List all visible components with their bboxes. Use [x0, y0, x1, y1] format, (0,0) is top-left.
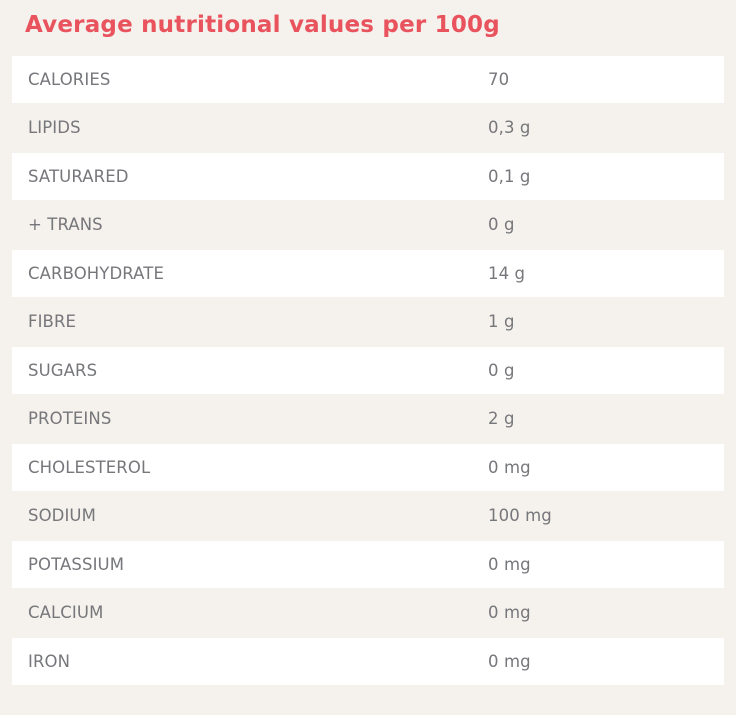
row-label: FIBRE [28, 312, 77, 332]
table-row-saturared: SATURARED 0,1 g [12, 153, 724, 200]
row-value: 2 g [488, 409, 515, 429]
table-row-sugars: SUGARS 0 g [12, 347, 724, 394]
row-value: 0,3 g [488, 118, 531, 138]
table-row-fibre: FIBRE 1 g [12, 299, 724, 346]
table-row-potassium: POTASSIUM 0 mg [12, 541, 724, 588]
row-value: 70 [488, 69, 510, 89]
page-title: Average nutritional values per 100g [25, 12, 500, 38]
row-value: 0,1 g [488, 166, 531, 186]
row-label: SODIUM [28, 506, 96, 526]
table-row-calories: CALORIES 70 [12, 56, 724, 103]
row-label: POTASSIUM [28, 554, 125, 574]
table-row-cholesterol: CHOLESTEROL 0 mg [12, 444, 724, 491]
table-row-iron: IRON 0 mg [12, 638, 724, 685]
row-label: SUGARS [28, 360, 98, 380]
row-label: SATURARED [28, 166, 129, 186]
row-label: IRON [28, 651, 71, 671]
row-value: 0 mg [488, 554, 531, 574]
row-label: CALORIES [28, 69, 111, 89]
table-row-carbohydrate: CARBOHYDRATE 14 g [12, 250, 724, 297]
row-label: CALCIUM [28, 603, 104, 623]
table-row-sodium: SODIUM 100 mg [12, 493, 724, 540]
nutrition-table: CALORIES 70 LIPIDS 0,3 g SATURARED 0,1 g… [0, 56, 736, 685]
row-value: 1 g [488, 312, 515, 332]
row-value: 14 g [488, 263, 526, 283]
row-label: PROTEINS [28, 409, 112, 429]
row-value: 0 mg [488, 651, 531, 671]
row-label: CARBOHYDRATE [28, 263, 164, 283]
row-value: 0 g [488, 360, 515, 380]
row-value: 100 mg [488, 506, 552, 526]
table-row-proteins: PROTEINS 2 g [12, 396, 724, 443]
table-row-calcium: CALCIUM 0 mg [12, 590, 724, 637]
row-value: 0 mg [488, 603, 531, 623]
row-label: CHOLESTEROL [28, 457, 151, 477]
row-value: 0 g [488, 215, 515, 235]
row-label: LIPIDS [28, 118, 81, 138]
table-row-trans: + TRANS 0 g [12, 202, 724, 249]
row-value: 0 mg [488, 457, 531, 477]
table-row-lipids: LIPIDS 0,3 g [12, 105, 724, 152]
row-label: + TRANS [28, 215, 103, 235]
